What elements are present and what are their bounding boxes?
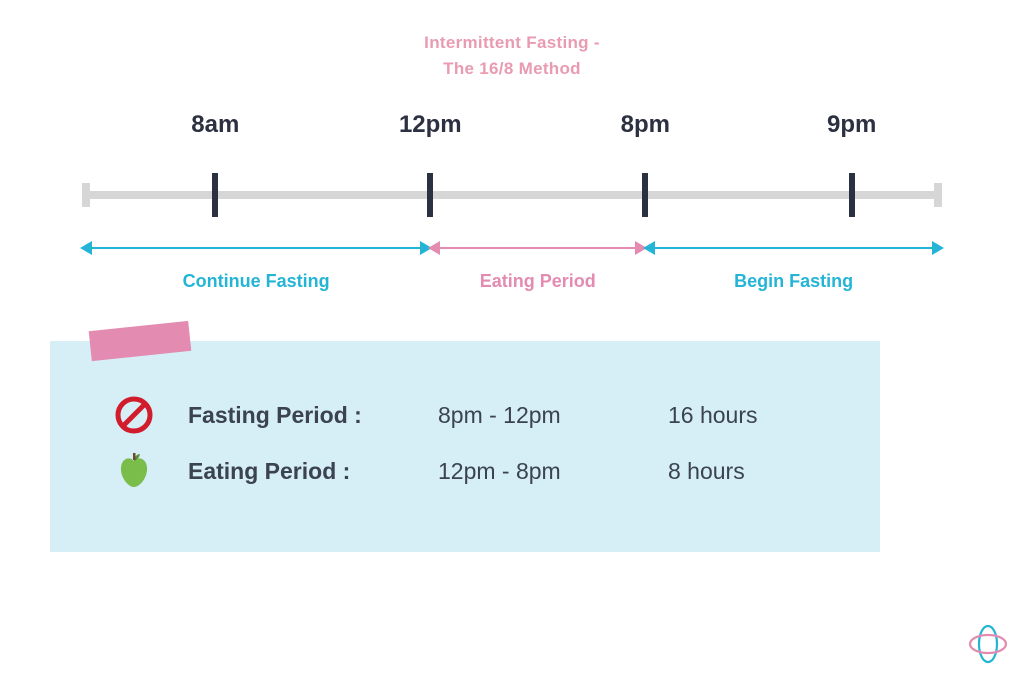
info-row: Fasting Period : 8pm - 12pm 16 hours: [110, 395, 820, 435]
segment-label: Begin Fasting: [645, 271, 942, 292]
info-label: Eating Period :: [188, 458, 408, 485]
time-label: 9pm: [827, 111, 876, 139]
segment-label: Continue Fasting: [82, 271, 430, 292]
info-row: Eating Period : 12pm - 8pm 8 hours: [110, 449, 820, 493]
no-icon: [110, 395, 158, 435]
info-time: 12pm - 8pm: [438, 458, 638, 485]
info-label: Fasting Period :: [188, 402, 408, 429]
timeline-segment: Eating Period: [430, 247, 645, 249]
title-line2: The 16/8 Method: [443, 59, 581, 78]
chart-title: Intermittent Fasting - The 16/8 Method: [0, 0, 1024, 81]
info-time: 8pm - 12pm: [438, 402, 638, 429]
timeline-baseline: [82, 191, 942, 199]
tape-decoration: [89, 321, 192, 361]
time-label: 8am: [191, 111, 239, 139]
timeline-tick: [427, 173, 433, 217]
time-label: 12pm: [399, 111, 462, 139]
timeline-tick: [212, 173, 218, 217]
info-box: Fasting Period : 8pm - 12pm 16 hours Eating…: [50, 341, 880, 552]
title-line1: Intermittent Fasting -: [424, 33, 600, 52]
timeline-segment: Continue Fasting: [82, 247, 430, 249]
timeline-tick: [849, 173, 855, 217]
time-label: 8pm: [621, 111, 670, 139]
segment-label: Eating Period: [430, 271, 645, 292]
logo-icon: [966, 622, 1010, 671]
info-duration: 16 hours: [668, 402, 808, 429]
timeline: 8am12pm8pm9pm Continue FastingEating Per…: [82, 111, 942, 291]
apple-icon: [110, 449, 158, 493]
timeline-tick: [642, 173, 648, 217]
info-duration: 8 hours: [668, 458, 808, 485]
timeline-segment: Begin Fasting: [645, 247, 942, 249]
